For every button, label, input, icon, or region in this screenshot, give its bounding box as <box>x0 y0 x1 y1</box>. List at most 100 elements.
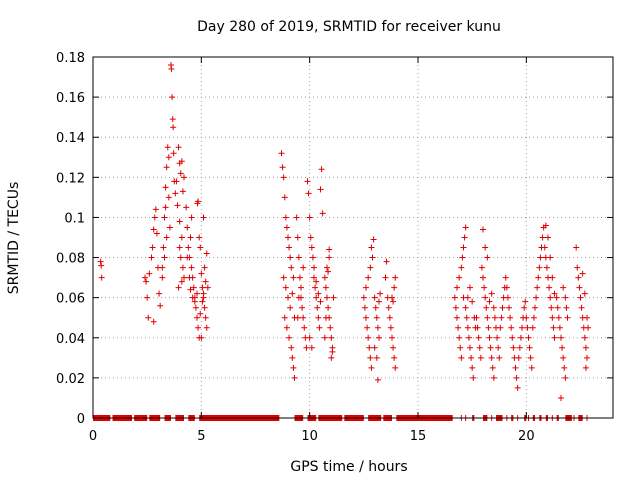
data-point <box>286 334 293 341</box>
data-point <box>159 274 166 281</box>
data-point <box>547 294 554 301</box>
data-point <box>494 334 501 341</box>
x-tick-label: 0 <box>89 429 97 444</box>
data-point <box>309 254 316 261</box>
data-point <box>329 348 336 355</box>
data-point <box>289 354 296 361</box>
data-point <box>371 344 378 351</box>
data-point <box>546 284 553 291</box>
data-point <box>461 234 468 241</box>
data-point <box>541 244 548 251</box>
data-point <box>316 324 323 331</box>
data-point <box>454 284 460 291</box>
data-point <box>308 244 315 251</box>
data-point <box>184 224 191 231</box>
data-point <box>480 226 486 233</box>
data-point <box>194 290 200 297</box>
data-point <box>160 244 167 251</box>
data-point <box>581 290 588 297</box>
data-point <box>173 178 180 185</box>
plot-area-frame <box>92 56 614 419</box>
data-point <box>391 354 398 361</box>
data-point <box>483 304 490 311</box>
data-point <box>285 294 291 301</box>
data-point <box>145 314 152 321</box>
data-point <box>549 314 556 321</box>
data-point <box>178 158 185 165</box>
data-point <box>491 314 498 321</box>
data-point <box>386 314 393 321</box>
data-point <box>475 334 482 341</box>
data-point <box>510 344 517 351</box>
data-point <box>170 124 177 131</box>
data-point <box>190 284 197 291</box>
data-point <box>305 190 312 197</box>
data-point <box>506 304 512 311</box>
data-point <box>558 394 564 401</box>
y-tick-label: 0.06 <box>56 292 85 307</box>
y-tick-label: 0.02 <box>56 372 85 387</box>
data-point <box>198 270 205 277</box>
data-point <box>361 304 368 311</box>
data-point <box>200 290 207 297</box>
data-point <box>288 264 295 271</box>
data-point <box>467 284 473 291</box>
data-point <box>280 174 287 181</box>
data-point <box>365 334 372 341</box>
data-point <box>170 150 177 157</box>
data-point <box>373 354 380 361</box>
data-point <box>175 144 182 151</box>
data-point <box>324 264 330 271</box>
data-point <box>164 144 171 151</box>
data-point <box>187 286 194 293</box>
data-point <box>533 294 540 301</box>
data-point <box>363 314 369 321</box>
data-point <box>319 210 326 217</box>
data-point <box>521 304 528 311</box>
data-point <box>459 254 466 261</box>
data-point <box>163 164 170 171</box>
data-point <box>558 334 564 341</box>
data-point <box>315 314 322 321</box>
data-point <box>198 334 205 341</box>
data-point <box>482 244 489 251</box>
data-point <box>562 294 569 301</box>
data-point <box>172 190 179 197</box>
data-point <box>367 354 374 361</box>
data-point <box>301 324 308 331</box>
data-point <box>177 170 184 177</box>
data-point <box>299 304 306 311</box>
data-point <box>486 298 493 305</box>
data-point <box>318 166 325 173</box>
data-point <box>165 194 172 201</box>
data-point <box>169 94 176 101</box>
data-point <box>313 294 320 301</box>
data-point <box>201 264 208 271</box>
data-point <box>143 278 150 285</box>
data-point <box>392 364 399 371</box>
data-point <box>389 294 395 301</box>
data-point <box>328 334 335 341</box>
data-point <box>458 264 465 271</box>
data-point <box>523 314 530 321</box>
data-point <box>509 334 516 341</box>
data-point <box>370 236 377 243</box>
data-point <box>484 254 491 261</box>
data-point <box>188 264 195 271</box>
data-point <box>578 304 585 311</box>
data-point <box>550 324 557 331</box>
data-point <box>142 274 148 281</box>
data-point <box>376 334 382 341</box>
data-point <box>457 344 464 351</box>
data-point <box>458 354 465 361</box>
data-point <box>179 264 186 271</box>
data-point <box>560 354 567 361</box>
data-point <box>382 274 389 281</box>
data-point <box>151 214 158 221</box>
data-point <box>469 364 476 371</box>
data-point <box>290 274 297 281</box>
data-point <box>294 234 301 241</box>
data-point <box>291 374 298 381</box>
data-point <box>287 304 294 311</box>
